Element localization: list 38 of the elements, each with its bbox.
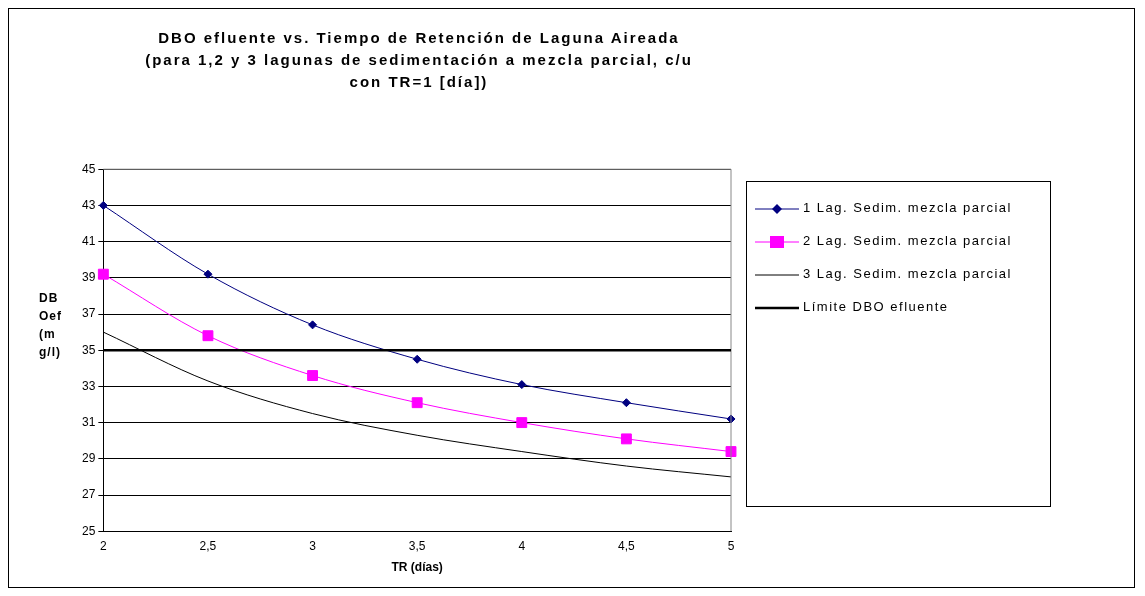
legend-label: 1 Lag. Sedim. mezcla parcial xyxy=(803,200,1012,215)
y-axis-title: DBOef (mg/l) xyxy=(39,290,63,361)
y-tick-label: 45 xyxy=(81,161,96,176)
point xyxy=(517,380,527,390)
x-tick-label: 4 xyxy=(518,538,526,553)
point xyxy=(621,398,631,408)
x-tick-label: 3,5 xyxy=(408,538,426,553)
x-tick-label: 2,5 xyxy=(199,538,217,553)
y-tick-label: 27 xyxy=(81,487,96,502)
point xyxy=(97,268,109,280)
y-tick-label: 33 xyxy=(81,378,96,393)
point xyxy=(516,417,528,429)
point xyxy=(308,320,318,330)
chart-title: DBO efluente vs. Tiempo de Retención de Laguna Aireada (para 1,2 y 3 lagunas de sedimentación a mezcla parcial, c/u con TR=1 [día]) xyxy=(144,28,694,92)
x-tick-label: 4,5 xyxy=(618,538,636,553)
x-axis-title: TR (días) xyxy=(391,560,443,575)
y-tick-label: 35 xyxy=(81,342,96,357)
x-tick-label: 3 xyxy=(309,538,317,553)
point xyxy=(203,269,213,279)
y-tick-label: 41 xyxy=(81,233,96,248)
y-tick-label: 29 xyxy=(81,451,96,466)
legend-label: 2 Lag. Sedim. mezcla parcial xyxy=(803,233,1012,248)
point xyxy=(98,200,108,210)
point xyxy=(412,354,422,364)
point xyxy=(620,433,632,445)
y-tick-label: 37 xyxy=(81,306,96,321)
x-tick-label: 5 xyxy=(727,538,735,553)
y-tick-label: 43 xyxy=(81,197,96,212)
y-tick-label: 31 xyxy=(81,414,96,429)
point xyxy=(307,370,319,381)
x-tick-label: 2 xyxy=(100,538,107,553)
legend-label: Límite DBO efluente xyxy=(803,299,949,314)
legend-label: 3 Lag. Sedim. mezcla parcial xyxy=(803,266,1012,281)
y-tick-label: 25 xyxy=(81,523,96,538)
y-tick-label: 39 xyxy=(81,270,96,285)
point xyxy=(411,397,423,409)
point xyxy=(202,330,214,342)
point xyxy=(725,446,737,458)
